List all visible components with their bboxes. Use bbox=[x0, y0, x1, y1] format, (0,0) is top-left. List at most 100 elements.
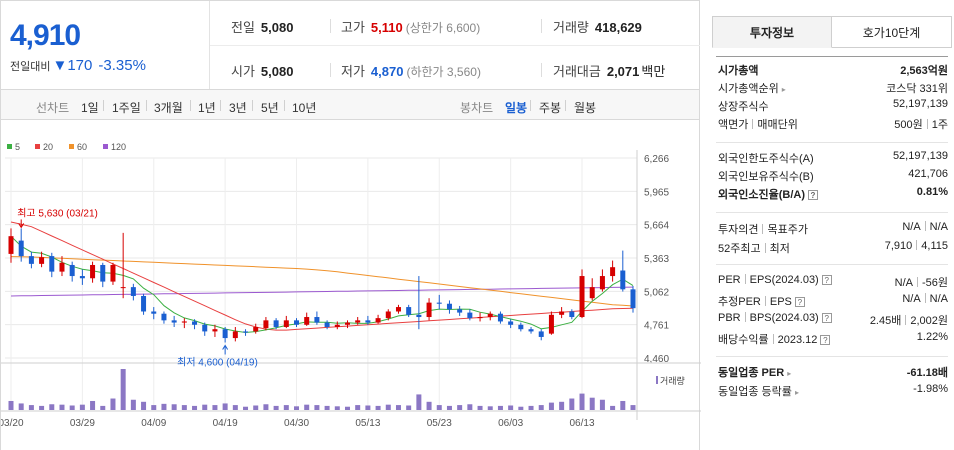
price-chart[interactable]: 5 20 60 120 6,266 5,965 5,664 5,363 5,062 4,761 4,… bbox=[0, 120, 701, 450]
par-value: 500원 bbox=[894, 119, 923, 131]
volume-bar bbox=[18, 403, 24, 410]
candle-body bbox=[334, 324, 340, 327]
industry-per-value: -61.18배 bbox=[906, 367, 948, 379]
divider bbox=[716, 212, 948, 213]
x-tick-label: 04/30 bbox=[284, 418, 309, 429]
volume-bar bbox=[395, 405, 401, 410]
divider bbox=[210, 45, 700, 46]
high-annotation: 최고 5,630 (03/21) bbox=[17, 207, 98, 219]
volume-bar bbox=[243, 406, 249, 410]
caret-right-icon[interactable]: ▸ bbox=[781, 85, 786, 94]
legend-label: 5 bbox=[15, 142, 20, 152]
period-1d[interactable]: 1일 bbox=[81, 101, 99, 115]
candle-body bbox=[344, 322, 350, 325]
legend-label: 20 bbox=[43, 142, 53, 152]
period-3y[interactable]: 3년 bbox=[229, 101, 247, 115]
down-arrow-icon bbox=[18, 223, 25, 229]
market-rank-label: 시가총액순위 bbox=[718, 83, 779, 95]
help-icon[interactable]: ? bbox=[821, 313, 832, 323]
volume-bar bbox=[283, 405, 289, 410]
est-per-row: 추정PER EPS? N/A N/A bbox=[716, 291, 948, 309]
volume-value: 418,629 bbox=[594, 20, 642, 35]
volume-bar bbox=[90, 400, 96, 410]
volume-bar bbox=[610, 405, 616, 410]
volume-bar bbox=[589, 397, 595, 410]
foreign-holding-label: 외국인보유주식수(B) bbox=[718, 171, 814, 183]
amount-value: 2,071 bbox=[606, 64, 640, 79]
help-icon[interactable]: ? bbox=[808, 190, 818, 200]
volume-bar bbox=[120, 369, 126, 410]
amount-label: 거래대금 bbox=[553, 64, 601, 79]
candle-body bbox=[120, 287, 126, 289]
volume-bar bbox=[569, 398, 575, 410]
pbr-label: PBR bbox=[718, 312, 741, 324]
candle-body bbox=[314, 317, 320, 323]
x-tick-label: 04/19 bbox=[213, 418, 238, 429]
candle-body bbox=[141, 295, 147, 312]
candle-body bbox=[355, 320, 361, 323]
candle-monthly[interactable]: 월봉 bbox=[574, 101, 597, 115]
volume-bar bbox=[202, 404, 208, 410]
week52-low-value: 4,115 bbox=[921, 240, 948, 252]
bps-value: 2,002원 bbox=[910, 315, 948, 327]
dividend-row: 배당수익률 2023.12? 1.22% bbox=[716, 329, 948, 347]
open-label: 시가 bbox=[231, 64, 255, 79]
ma20-line bbox=[10, 221, 634, 331]
change-value: 170 bbox=[67, 57, 93, 74]
volume-bar bbox=[263, 404, 269, 410]
caret-right-icon[interactable]: ▸ bbox=[787, 369, 792, 378]
volume-bar bbox=[487, 406, 493, 410]
candle-daily[interactable]: 일봉 bbox=[505, 101, 528, 115]
caret-right-icon[interactable]: ▸ bbox=[794, 388, 799, 397]
help-icon[interactable]: ? bbox=[794, 297, 805, 307]
lower-limit: (하한가 3,560) bbox=[406, 65, 481, 79]
y-tick-label: 5,363 bbox=[644, 254, 669, 265]
foreign-limit-value: 52,197,139 bbox=[892, 150, 948, 162]
legend-swatch bbox=[35, 144, 40, 149]
candle-body bbox=[161, 313, 167, 321]
candle-chart-heading: 봉차트 bbox=[460, 101, 494, 115]
x-tick-label: 06/13 bbox=[570, 418, 595, 429]
bps-label: BPS(2024.03) bbox=[749, 312, 819, 324]
volume-bar bbox=[365, 405, 371, 410]
period-1y[interactable]: 1년 bbox=[198, 101, 216, 115]
tab-order-book[interactable]: 호가10단계 bbox=[832, 16, 952, 48]
dividend-value: 1.22% bbox=[916, 331, 948, 343]
pbr-row: PBR BPS(2024.03)? 2.45배 2,002원 bbox=[716, 310, 948, 328]
period-3m[interactable]: 3개월 bbox=[154, 101, 183, 115]
low-price: 저가 4,870 (하한가 3,560) bbox=[341, 61, 481, 80]
listed-shares-row: 상장주식수 52,197,139 bbox=[716, 96, 948, 114]
low-annotation: 최저 4,600 (04/19) bbox=[177, 356, 258, 368]
industry-per-row: 동일업종 PER ▸ -61.18배 bbox=[716, 362, 948, 380]
candle-body bbox=[110, 264, 116, 282]
divider bbox=[330, 63, 331, 77]
candlestick-chart[interactable]: 5 20 60 120 6,266 5,965 5,664 5,363 5,062 4,761 4,… bbox=[1, 120, 701, 450]
volume-bar bbox=[457, 405, 463, 410]
candle-body bbox=[487, 313, 493, 318]
candle-body bbox=[528, 329, 534, 332]
prev-close-label: 전일 bbox=[231, 20, 255, 35]
market-cap-label: 시가총액 bbox=[718, 65, 759, 77]
candle-body bbox=[589, 287, 595, 299]
candle-body bbox=[151, 311, 157, 314]
candle-body bbox=[324, 322, 330, 327]
help-icon[interactable]: ? bbox=[820, 335, 831, 345]
prev-close: 전일 5,080 bbox=[231, 17, 293, 36]
pbr-value: 2.45배 bbox=[869, 315, 902, 327]
listed-shares-label: 상장주식수 bbox=[718, 101, 769, 113]
help-icon[interactable]: ? bbox=[821, 275, 832, 285]
tab-investment-info[interactable]: 투자정보 bbox=[712, 16, 832, 48]
candle-weekly[interactable]: 주봉 bbox=[539, 101, 562, 115]
candle-body bbox=[477, 317, 483, 319]
foreign-holding-value: 421,706 bbox=[908, 168, 948, 180]
volume-bar bbox=[518, 406, 524, 410]
market-cap-row: 시가총액 2,563억원 bbox=[716, 60, 948, 78]
period-10y[interactable]: 10년 bbox=[292, 101, 317, 115]
candle-body bbox=[181, 321, 187, 323]
volume-bar bbox=[212, 405, 218, 410]
target-price-label: 목표주가 bbox=[767, 224, 808, 236]
candle-body bbox=[518, 324, 524, 330]
period-1w[interactable]: 1주일 bbox=[112, 101, 141, 115]
period-5y[interactable]: 5년 bbox=[261, 101, 279, 115]
candle-body bbox=[385, 311, 391, 319]
